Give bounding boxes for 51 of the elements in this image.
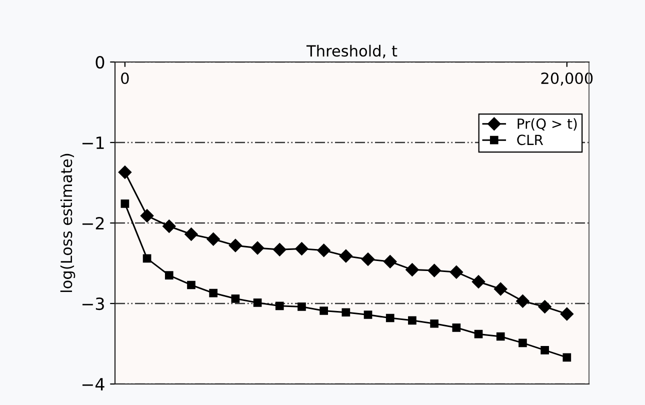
legend-label: Pr(Q > t) [518, 118, 577, 131]
point [540, 346, 549, 354]
point [384, 255, 397, 268]
point [518, 338, 527, 348]
point [187, 280, 196, 290]
y-tick-label: −2 [82, 216, 104, 230]
point [273, 242, 286, 256]
point [452, 323, 461, 332]
point [406, 263, 419, 276]
point [317, 244, 330, 257]
point [118, 166, 132, 179]
point [538, 300, 552, 314]
point [560, 307, 574, 321]
point [253, 298, 262, 307]
point [364, 310, 372, 319]
point [298, 302, 306, 311]
point [472, 275, 486, 288]
point [228, 238, 242, 252]
point [339, 249, 353, 263]
point [184, 228, 198, 241]
point [250, 241, 264, 255]
point [295, 242, 308, 256]
legend-label: CLR [517, 134, 544, 146]
x-axis-title: Threshold, t [306, 44, 398, 58]
y-tick-label: −4 [82, 378, 104, 390]
point [474, 330, 483, 338]
y-tick-label: −3 [82, 297, 104, 310]
point [231, 294, 240, 303]
point [450, 266, 463, 279]
point [342, 308, 350, 317]
point [496, 332, 505, 341]
point [140, 209, 154, 222]
point [142, 254, 152, 263]
y-axis-title: log(Loss estimate) [60, 154, 76, 292]
point [206, 232, 220, 246]
point [162, 220, 176, 233]
point [320, 306, 328, 315]
point [430, 319, 438, 328]
point [562, 353, 572, 362]
point [428, 264, 441, 278]
point [516, 294, 530, 308]
point [164, 271, 174, 280]
point [209, 288, 218, 298]
point [361, 252, 375, 266]
point [120, 200, 130, 208]
y-tick-label: 0 [96, 56, 104, 69]
point [408, 316, 416, 325]
point [275, 302, 284, 310]
y-tick-label: −1 [82, 136, 104, 149]
point [494, 282, 508, 296]
point [386, 314, 394, 322]
